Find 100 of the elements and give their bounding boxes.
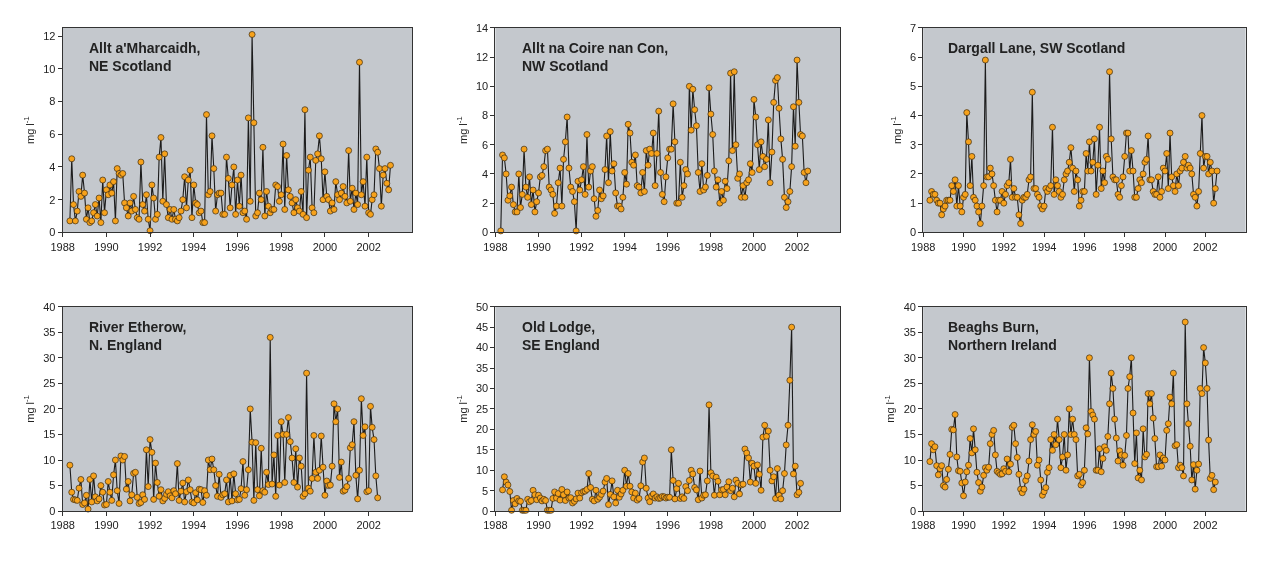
x-tick-label: 1998 xyxy=(1112,519,1137,532)
x-tick-label: 1996 xyxy=(1072,519,1097,532)
x-tick-label: 1998 xyxy=(698,519,724,532)
x-tick-label: 1990 xyxy=(94,519,119,532)
y-tick-label: 14 xyxy=(475,21,489,34)
text: Old Lodge, SE England xyxy=(522,319,600,354)
x-tick-label: 1996 xyxy=(225,240,250,253)
x-tick-label: 1996 xyxy=(655,519,680,532)
y-tick-label: 1 xyxy=(909,197,916,210)
x-tick-label: 1988 xyxy=(483,519,508,532)
x-tick-label: 1992 xyxy=(569,240,594,253)
text: Beaghs Burn, Northern Ireland xyxy=(948,319,1057,354)
y-tick-label: 5 xyxy=(909,479,916,492)
y-tick-label: 15 xyxy=(903,428,916,441)
y-tick-label: 25 xyxy=(903,377,916,390)
x-tick-label: 2000 xyxy=(741,240,767,253)
y-tick-label: 35 xyxy=(475,361,489,374)
x-tick-label: 1992 xyxy=(569,519,594,532)
y-tick-label: 25 xyxy=(475,402,489,415)
y-tick-label: 15 xyxy=(475,443,489,456)
x-tick-label: 2002 xyxy=(1193,240,1218,253)
y-tick-label: 10 xyxy=(43,62,56,75)
y-tick-label: 8 xyxy=(482,109,489,122)
y-tick-label: 6 xyxy=(482,138,489,151)
y-tick-label: 40 xyxy=(43,300,56,313)
x-tick-label: 1992 xyxy=(991,519,1017,532)
x-tick-label: 2002 xyxy=(356,240,381,253)
x-tick-label: 1998 xyxy=(268,519,294,532)
x-tick-label: 1990 xyxy=(951,240,976,253)
y-tick-label: 20 xyxy=(903,402,916,415)
x-tick-label: 1988 xyxy=(50,519,75,532)
y-tick-label: 2 xyxy=(909,167,916,180)
y-tick-label: 0 xyxy=(482,504,489,517)
x-tick-label: 2000 xyxy=(1152,519,1178,532)
x-tick-label: 2000 xyxy=(1152,240,1178,253)
y-tick-label: 10 xyxy=(43,453,56,466)
x-tick-label: 1990 xyxy=(526,240,551,253)
x-tick-label: 1988 xyxy=(910,240,936,253)
y-tick-label: 35 xyxy=(903,326,916,339)
y-tick-label: 10 xyxy=(475,80,489,93)
text: Allt na Coire nan Con, NW Scotland xyxy=(522,40,669,75)
x-tick-label: 1994 xyxy=(1031,519,1057,532)
y-tick-label: 40 xyxy=(475,341,489,354)
x-tick-label: 1992 xyxy=(991,240,1017,253)
y-tick-label: 5 xyxy=(909,80,916,93)
x-tick-label: 1996 xyxy=(655,240,680,253)
y-tick-label: 0 xyxy=(909,504,916,517)
y-tick-label: 35 xyxy=(43,326,56,339)
y-tick-label: 4 xyxy=(49,160,56,173)
y-tick-label: 5 xyxy=(49,479,56,492)
y-tick-label: 3 xyxy=(909,138,916,151)
y-tick-label: 0 xyxy=(49,226,56,239)
x-tick-label: 2002 xyxy=(784,519,810,532)
y-tick-label: 25 xyxy=(43,377,56,390)
x-tick-label: 2000 xyxy=(741,519,767,532)
x-tick-label: 2002 xyxy=(1193,519,1218,532)
x-tick-label: 1992 xyxy=(137,519,163,532)
y-tick-label: 2 xyxy=(49,193,56,206)
x-tick-label: 1994 xyxy=(1031,240,1057,253)
y-tick-label: 30 xyxy=(475,382,489,395)
x-tick-label: 1994 xyxy=(612,240,637,253)
y-tick-label: 5 xyxy=(482,484,489,497)
y-tick-label: 8 xyxy=(49,95,56,108)
y-tick-label: 0 xyxy=(909,226,916,239)
x-tick-label: 1988 xyxy=(50,240,75,253)
y-tick-label: 10 xyxy=(475,464,489,477)
y-tick-label: 40 xyxy=(903,300,916,313)
y-tick-label: 6 xyxy=(909,50,916,63)
y-tick-label: 6 xyxy=(49,128,56,141)
x-tick-label: 1994 xyxy=(612,519,637,532)
x-tick-label: 1990 xyxy=(526,519,551,532)
y-tick-label: 12 xyxy=(43,29,56,42)
x-tick-label: 2002 xyxy=(784,240,810,253)
y-tick-label: 2 xyxy=(482,197,489,210)
x-tick-label: 1988 xyxy=(910,519,936,532)
x-tick-label: 2000 xyxy=(312,519,338,532)
y-tick-label: 12 xyxy=(475,50,489,63)
x-tick-label: 1988 xyxy=(483,240,508,253)
y-tick-label: 0 xyxy=(49,504,56,517)
y-tick-label: 4 xyxy=(909,109,916,122)
text: River Etherow, N. England xyxy=(89,319,187,354)
y-tick-label: 10 xyxy=(903,453,916,466)
x-tick-label: 1994 xyxy=(181,240,207,253)
y-tick-label: 50 xyxy=(475,300,489,313)
y-tick-label: 30 xyxy=(43,351,56,364)
x-tick-label: 1994 xyxy=(181,519,207,532)
x-tick-label: 1990 xyxy=(94,240,119,253)
y-tick-label: 0 xyxy=(482,226,489,239)
x-tick-label: 1998 xyxy=(698,240,724,253)
x-tick-label: 1992 xyxy=(137,240,163,253)
x-tick-label: 1996 xyxy=(225,519,250,532)
x-tick-label: 1996 xyxy=(1072,240,1097,253)
x-tick-label: 2002 xyxy=(356,519,381,532)
y-tick-label: 15 xyxy=(43,428,56,441)
text: Allt a'Mharcaidh, NE Scotland xyxy=(89,40,201,75)
y-tick-label: 20 xyxy=(43,402,56,415)
y-tick-label: 7 xyxy=(909,21,916,34)
x-tick-label: 2000 xyxy=(312,240,338,253)
y-tick-label: 45 xyxy=(475,320,489,333)
y-tick-label: 20 xyxy=(475,423,489,436)
